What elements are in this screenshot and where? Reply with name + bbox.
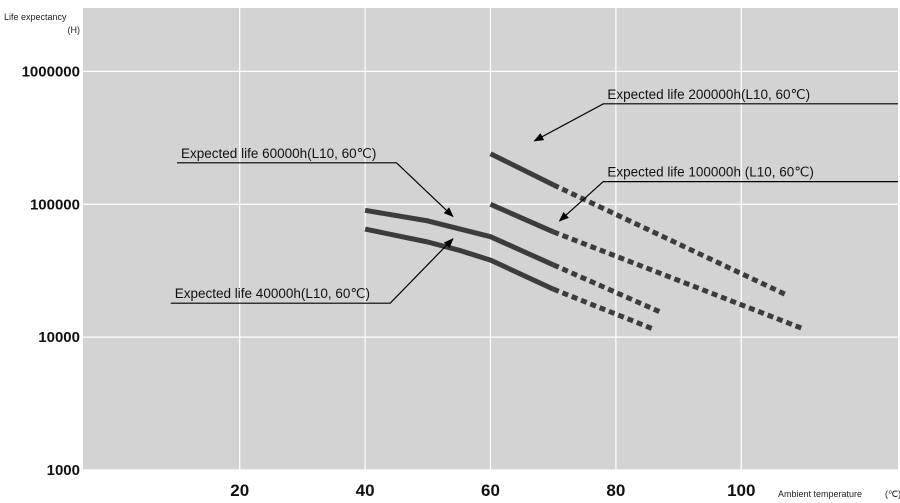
x-tick-label: 20 <box>230 481 249 500</box>
x-axis-unit: (℃) <box>885 489 900 499</box>
axis-titles: Life expectancy (H) Ambient temperature … <box>4 12 900 499</box>
x-axis-title: Ambient temperature <box>778 489 862 499</box>
annotation-leader-3 <box>170 238 454 304</box>
series-3-dashed-line <box>552 286 655 332</box>
y-axis-unit: (H) <box>68 25 81 35</box>
y-tick-label: 1000000 <box>22 63 80 80</box>
series-0-dashed-line <box>552 182 787 297</box>
x-tick-label: 40 <box>356 481 375 500</box>
life-curves <box>364 151 805 332</box>
annotation-label: Expected life 40000h(L10, 60℃) <box>175 286 370 301</box>
y-axis-title: Life expectancy <box>4 12 67 22</box>
annotation-leader-1 <box>558 181 898 222</box>
series-0-solid-line <box>489 151 555 188</box>
series-1-solid-line <box>489 202 555 235</box>
y-tick-label: 1000 <box>47 462 80 479</box>
series-2-solid-line <box>364 207 555 268</box>
y-tick-label: 10000 <box>38 329 80 346</box>
annotation-leader-2 <box>177 162 454 218</box>
x-tick-label: 100 <box>727 481 755 500</box>
annotation-label: Expected life 60000h(L10, 60℃) <box>181 146 376 161</box>
annotation-leader-0 <box>533 103 898 142</box>
x-tick-label: 80 <box>606 481 625 500</box>
annotations: Expected life 200000h(L10, 60℃) Expected … <box>170 87 898 304</box>
y-tick-label: 100000 <box>30 196 80 213</box>
series-3-solid-line <box>364 226 555 292</box>
x-tick-label: 60 <box>481 481 500 500</box>
series-1-dashed-line <box>552 229 805 332</box>
annotation-label: Expected life 100000h (L10, 60℃) <box>607 165 814 180</box>
tick-labels: 1000 10000 100000 1000000 20 40 60 80 100 <box>22 63 756 500</box>
grid-lines <box>83 8 898 471</box>
annotation-label: Expected life 200000h(L10, 60℃) <box>607 87 810 102</box>
